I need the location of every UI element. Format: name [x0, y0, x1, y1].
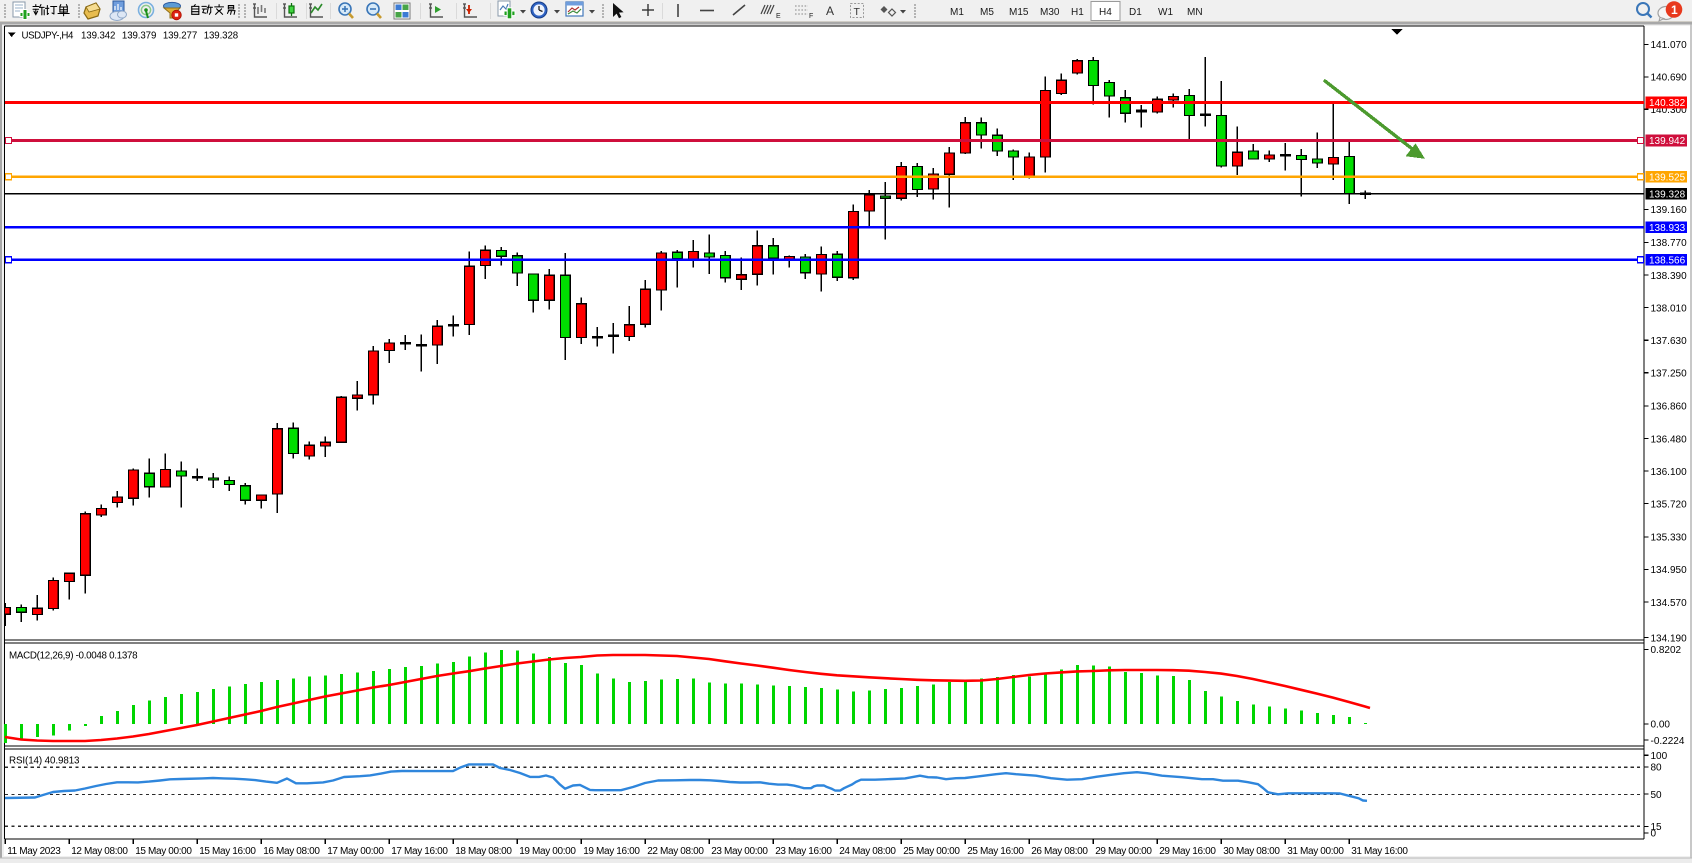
svg-text:134.570: 134.570 [1651, 598, 1688, 609]
svg-text:138.010: 138.010 [1651, 303, 1688, 314]
svg-text:0.00: 0.00 [1651, 720, 1671, 731]
svg-text:136.480: 136.480 [1651, 434, 1688, 445]
svg-text:31 May 00:00: 31 May 00:00 [1287, 846, 1344, 857]
svg-text:M15: M15 [1009, 7, 1029, 18]
svg-text:M30: M30 [1040, 7, 1060, 18]
svg-text:137.250: 137.250 [1651, 369, 1688, 380]
svg-text:W1: W1 [1158, 7, 1173, 18]
svg-text:M5: M5 [980, 7, 994, 18]
svg-text:D1: D1 [1129, 7, 1142, 18]
svg-text:MN: MN [1187, 7, 1203, 18]
svg-text:80: 80 [1651, 763, 1663, 774]
svg-text:25 May 16:00: 25 May 16:00 [967, 846, 1024, 857]
svg-text:139.160: 139.160 [1651, 205, 1688, 216]
svg-text:138.566: 138.566 [1649, 255, 1686, 266]
svg-text:0: 0 [1651, 829, 1657, 840]
svg-text:-0.2224: -0.2224 [1651, 736, 1685, 747]
svg-text:RSI(14) 40.9813: RSI(14) 40.9813 [9, 756, 80, 767]
svg-text:140.300: 140.300 [1651, 105, 1688, 116]
svg-text:T: T [854, 6, 861, 18]
svg-text:E: E [776, 13, 781, 20]
svg-text:138.770: 138.770 [1651, 238, 1688, 249]
svg-text:31 May 16:00: 31 May 16:00 [1351, 846, 1408, 857]
svg-text:19 May 00:00: 19 May 00:00 [519, 846, 576, 857]
svg-text:17 May 00:00: 17 May 00:00 [327, 846, 384, 857]
svg-text:11 May 2023: 11 May 2023 [7, 846, 61, 857]
svg-text:A: A [826, 4, 834, 18]
svg-text:15 May 16:00: 15 May 16:00 [199, 846, 256, 857]
svg-text:140.690: 140.690 [1651, 73, 1688, 84]
svg-text:0.8202: 0.8202 [1651, 645, 1682, 656]
svg-text:26 May 08:00: 26 May 08:00 [1031, 846, 1088, 857]
svg-text:140.382: 140.382 [1649, 98, 1686, 109]
svg-text:22 May 08:00: 22 May 08:00 [647, 846, 704, 857]
svg-text:135.720: 135.720 [1651, 499, 1688, 510]
svg-text:138.390: 138.390 [1651, 271, 1688, 282]
svg-text:15: 15 [1651, 822, 1663, 833]
svg-text:139.328: 139.328 [1649, 190, 1686, 201]
svg-text:17 May 16:00: 17 May 16:00 [391, 846, 448, 857]
svg-text:23 May 16:00: 23 May 16:00 [775, 846, 832, 857]
svg-text:23 May 00:00: 23 May 00:00 [711, 846, 768, 857]
svg-text:137.630: 137.630 [1651, 336, 1688, 347]
svg-text:29 May 00:00: 29 May 00:00 [1095, 846, 1152, 857]
svg-text:M1: M1 [950, 7, 964, 18]
svg-text:H4: H4 [1099, 7, 1112, 18]
svg-text:24 May 08:00: 24 May 08:00 [839, 846, 896, 857]
svg-text:139.525: 139.525 [1649, 173, 1686, 184]
svg-text:19 May 16:00: 19 May 16:00 [583, 846, 640, 857]
svg-text:16 May 08:00: 16 May 08:00 [263, 846, 320, 857]
svg-text:138.933: 138.933 [1649, 223, 1686, 234]
svg-text:136.100: 136.100 [1651, 467, 1688, 478]
svg-text:12 May 08:00: 12 May 08:00 [71, 846, 128, 857]
svg-text:29 May 16:00: 29 May 16:00 [1159, 846, 1216, 857]
svg-text:1: 1 [1671, 3, 1678, 17]
svg-text:15 May 00:00: 15 May 00:00 [135, 846, 192, 857]
svg-text:USDJPY-,H4: USDJPY-,H4 [22, 30, 74, 41]
svg-text:136.860: 136.860 [1651, 402, 1688, 413]
svg-text:135.330: 135.330 [1651, 533, 1688, 544]
svg-text:18 May 08:00: 18 May 08:00 [455, 846, 512, 857]
svg-text:139.942: 139.942 [1649, 136, 1686, 147]
svg-text:134.190: 134.190 [1651, 633, 1688, 644]
svg-text:100: 100 [1651, 751, 1668, 762]
svg-text:139.342 139.379 139.277 139.32: 139.342 139.379 139.277 139.328 [81, 30, 238, 41]
svg-text:141.070: 141.070 [1651, 40, 1688, 51]
svg-text:H1: H1 [1071, 7, 1084, 18]
svg-text:F: F [809, 13, 813, 20]
svg-text:134.950: 134.950 [1651, 565, 1688, 576]
svg-text:MACD(12,26,9) -0.0048 0.1378: MACD(12,26,9) -0.0048 0.1378 [9, 651, 138, 662]
svg-text:25 May 00:00: 25 May 00:00 [903, 846, 960, 857]
svg-text:50: 50 [1651, 790, 1663, 801]
svg-text:30 May 08:00: 30 May 08:00 [1223, 846, 1280, 857]
